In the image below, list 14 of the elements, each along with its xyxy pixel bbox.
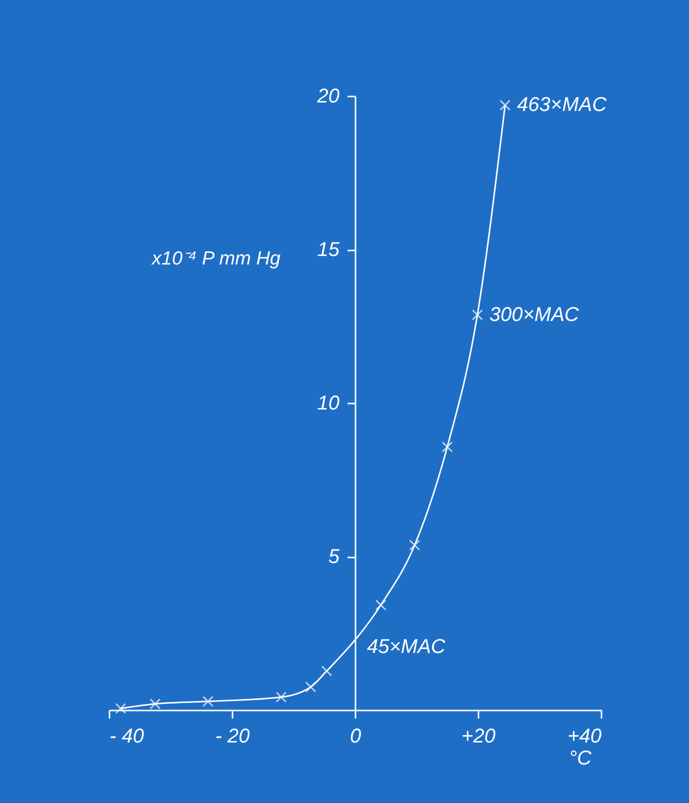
annotation: 463×MAC: [517, 94, 608, 116]
x-axis-title: °C: [569, 748, 592, 770]
x-tick-label: 0: [350, 726, 362, 748]
annotation: 300×MAC: [489, 304, 580, 326]
y-axis-title: x10⁻⁴ P mm Hg: [150, 248, 281, 270]
annotation: 45×MAC: [367, 636, 446, 658]
x-tick-label: - 40: [110, 726, 144, 748]
x-tick-label: - 20: [215, 726, 250, 748]
y-tick-label: 15: [317, 239, 340, 261]
y-tick-label: 20: [316, 86, 340, 108]
x-tick-label: +40: [568, 726, 602, 748]
x-tick-label: +20: [462, 726, 496, 748]
y-tick-label: 5: [328, 546, 340, 568]
y-tick-label: 10: [317, 392, 340, 414]
